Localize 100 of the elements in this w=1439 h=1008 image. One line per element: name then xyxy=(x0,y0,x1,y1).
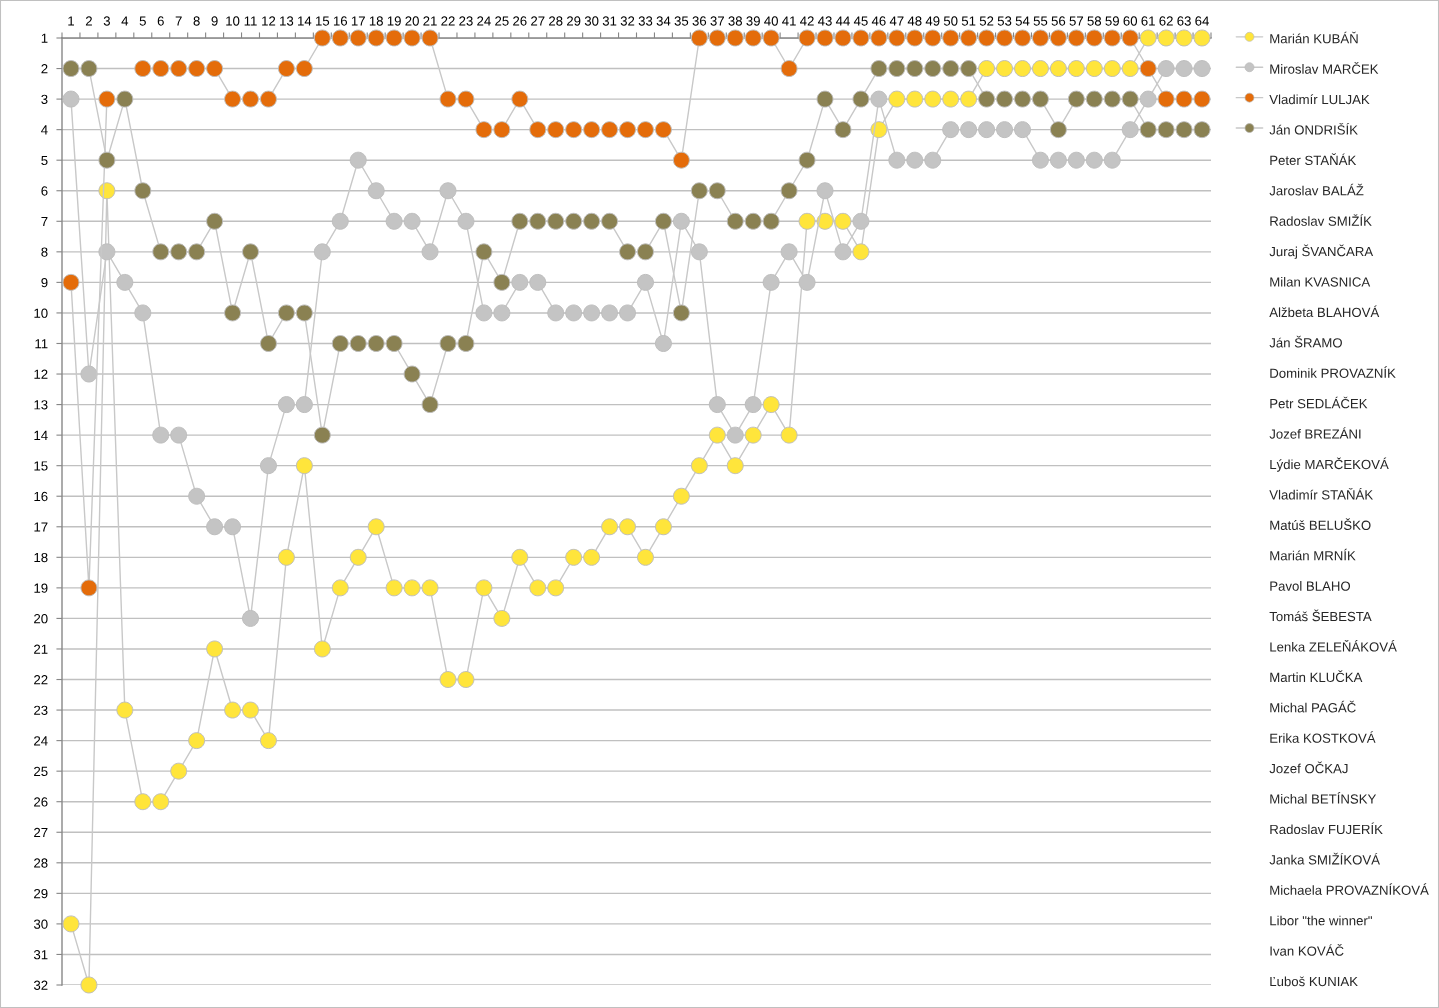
text: Jozef OČKAJ xyxy=(1269,761,1348,774)
x-tick-label: 44 xyxy=(835,16,850,26)
x-tick-label: 28 xyxy=(549,16,563,26)
text: Pavol BLAHO xyxy=(1270,581,1351,591)
x-tick-label: 50 xyxy=(943,16,958,26)
x-tick-label: 60 xyxy=(1123,16,1138,26)
x-tick-label: 17 xyxy=(351,16,365,26)
x-tick-label: 63 xyxy=(1177,16,1191,26)
x-tick-label: 36 xyxy=(692,16,707,26)
x-tick-label: 34 xyxy=(656,16,671,26)
x-tick-label: 64 xyxy=(1195,16,1209,26)
text: Vladimír STAŇÁK xyxy=(1269,487,1373,500)
text: Ľuboš KUNIAK xyxy=(1270,976,1358,987)
text: Marián MRNÍK xyxy=(1270,548,1356,561)
x-tick-label: 8 xyxy=(193,16,200,26)
y-tick-label: 30 xyxy=(33,919,48,929)
x-tick-label: 10 xyxy=(226,16,240,26)
x-tick-label: 43 xyxy=(817,16,832,26)
x-tick-label: 54 xyxy=(1015,16,1030,26)
y-tick-label: 6 xyxy=(41,186,48,196)
x-tick-label: 51 xyxy=(961,16,976,26)
text: Janka SMIŽÍKOVÁ xyxy=(1269,852,1380,865)
x-tick-label: 59 xyxy=(1105,16,1119,26)
y-tick-label: 20 xyxy=(34,613,48,624)
x-tick-label: 37 xyxy=(710,16,724,26)
x-tick-label: 41 xyxy=(782,16,796,26)
text: Ivan KOVÁČ xyxy=(1270,944,1344,956)
x-tick-label: 45 xyxy=(853,16,868,26)
x-tick-label: 6 xyxy=(157,16,164,26)
x-tick-label: 19 xyxy=(387,16,401,26)
y-tick-label: 3 xyxy=(41,94,48,105)
x-tick-label: 24 xyxy=(477,16,491,26)
x-tick-label: 26 xyxy=(513,16,527,26)
text: Michal BETÍNSKY xyxy=(1270,792,1377,804)
y-tick-label: 18 xyxy=(34,552,48,563)
x-tick-label: 3 xyxy=(103,16,110,26)
x-tick-label: 52 xyxy=(979,16,994,26)
x-tick-label: 7 xyxy=(175,16,182,26)
x-tick-label: 22 xyxy=(441,16,455,26)
text: Matúš BELUŠKO xyxy=(1270,518,1371,530)
y-tick-label: 25 xyxy=(34,766,48,777)
y-tick-label: 2 xyxy=(41,64,48,74)
text: Jaroslav BALÁŽ xyxy=(1269,183,1364,196)
y-tick-label: 26 xyxy=(34,797,48,807)
x-tick-label: 49 xyxy=(925,16,940,26)
y-tick-label: 29 xyxy=(34,888,48,899)
y-tick-label: 1 xyxy=(41,33,48,43)
x-tick-label: 11 xyxy=(244,16,257,26)
text: Radoslav SMIŽÍK xyxy=(1270,214,1372,226)
text: Radoslav FUJERÍK xyxy=(1270,822,1383,835)
x-tick-label: 21 xyxy=(423,16,437,26)
text: Erika KOSTKOVÁ xyxy=(1270,731,1376,743)
x-tick-label: 33 xyxy=(638,16,653,26)
x-tick-label: 47 xyxy=(889,16,904,26)
legend-label: Miroslav MARČEK xyxy=(1270,62,1379,74)
text: Lenka ZELEŇÁKOVÁ xyxy=(1270,639,1397,652)
text: Tomáš ŠEBESTA xyxy=(1269,609,1372,622)
x-tick-label: 29 xyxy=(566,16,581,26)
x-tick-label: 57 xyxy=(1069,16,1084,26)
x-tick-label: 35 xyxy=(674,16,689,26)
legend-label: Marián KUBÁŇ xyxy=(1270,31,1358,44)
y-tick-label: 28 xyxy=(34,858,48,868)
y-tick-label: 21 xyxy=(34,644,48,654)
y-tick-label: 32 xyxy=(33,980,48,990)
x-tick-label: 58 xyxy=(1087,16,1102,26)
x-tick-label: 27 xyxy=(531,16,545,26)
text: Dominik PROVAZNÍK xyxy=(1270,366,1396,378)
x-tick-label: 25 xyxy=(495,16,509,26)
x-tick-label: 16 xyxy=(333,16,348,26)
y-tick-label: 10 xyxy=(34,308,48,318)
x-tick-label: 9 xyxy=(211,16,218,26)
y-tick-label: 7 xyxy=(41,216,48,227)
y-tick-label: 9 xyxy=(41,277,48,288)
y-tick-label: 5 xyxy=(41,155,48,166)
y-tick-label: 27 xyxy=(34,827,48,838)
text: Michaela PROVAZNÍKOVÁ xyxy=(1270,883,1429,895)
legend-label: Ján ONDRIŠÍK xyxy=(1269,122,1358,135)
y-tick-label: 4 xyxy=(41,125,48,135)
x-tick-label: 61 xyxy=(1141,16,1155,26)
x-tick-label: 13 xyxy=(280,16,294,26)
y-tick-label: 8 xyxy=(41,247,48,257)
x-tick-label: 46 xyxy=(871,16,886,26)
text: Libor "the winner" xyxy=(1270,915,1372,926)
x-tick-label: 53 xyxy=(997,16,1012,26)
text: Michal PAGÁČ xyxy=(1270,700,1356,713)
y-tick-label: 12 xyxy=(34,369,48,379)
text: Lýdie MARČEKOVÁ xyxy=(1270,457,1389,472)
x-tick-label: 23 xyxy=(459,16,473,26)
y-tick-label: 19 xyxy=(34,583,48,593)
text: Juraj ŠVANČARA xyxy=(1269,244,1374,259)
x-tick-label: 1 xyxy=(68,16,74,26)
x-tick-label: 14 xyxy=(298,16,312,26)
x-tick-label: 40 xyxy=(764,16,778,26)
x-tick-label: 62 xyxy=(1159,16,1173,26)
x-tick-label: 39 xyxy=(746,16,760,26)
y-tick-label: 13 xyxy=(34,400,48,410)
x-tick-label: 18 xyxy=(369,16,383,26)
y-tick-label: 11 xyxy=(35,339,48,349)
text: Ján ŠRAMO xyxy=(1269,335,1342,348)
x-tick-label: 56 xyxy=(1051,16,1066,26)
